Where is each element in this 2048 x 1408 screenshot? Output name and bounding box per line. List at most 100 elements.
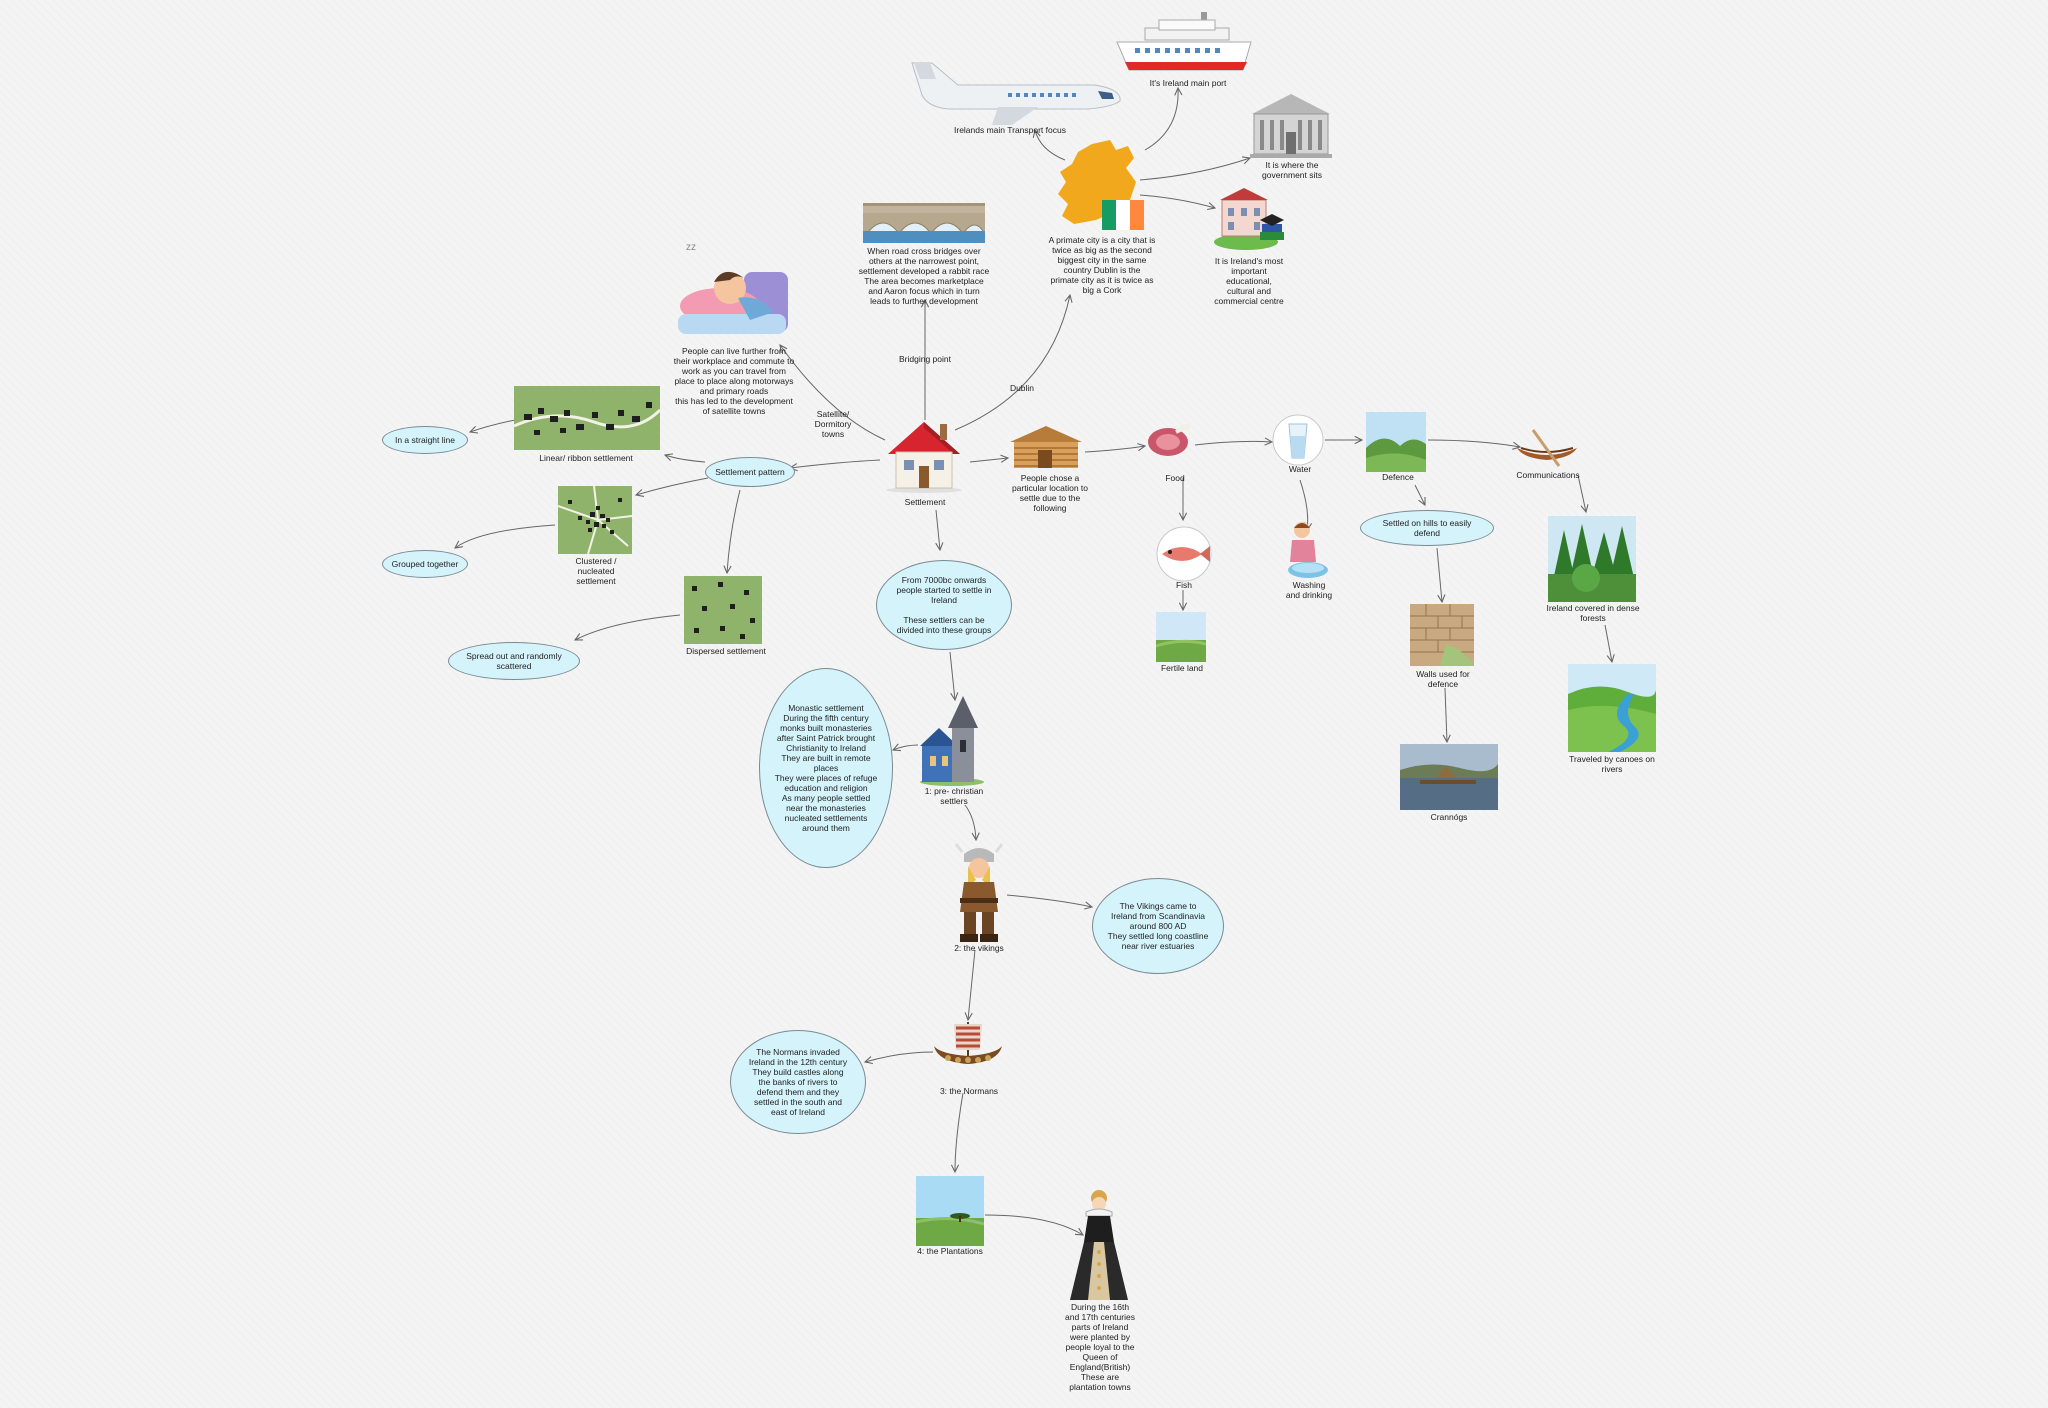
canoe-icon[interactable] [1515,426,1579,468]
dispersed-note-bubble[interactable]: Spread out and randomly scattered [448,642,580,680]
water-glass-icon[interactable] [1272,414,1324,466]
link-viking-longship [968,949,976,1020]
bridging-text: When road cross bridges over others at t… [858,246,990,306]
log-cabin-icon[interactable] [1008,426,1084,470]
link-longship-note [865,1051,934,1062]
education-text: It is Ireland's most important education… [1214,256,1284,306]
stone-wall-icon[interactable] [1410,604,1474,666]
clustered-label: Clustered / nucleated settlement [575,556,617,586]
canoes-label: Traveled by canoes on rivers [1569,754,1655,774]
landscape-icon[interactable] [915,1176,985,1246]
plantations-text: During the 16th and 17th centuries parts… [1065,1302,1135,1392]
government-text: It is where the government sits [1262,160,1322,180]
clustered-note-bubble[interactable]: Grouped together [382,550,468,578]
queen-icon[interactable] [1066,1186,1132,1304]
dublin-text: A primate city is a city that is twice a… [1048,235,1156,295]
bridge-icon[interactable] [863,203,985,243]
link-pattern-linear [665,455,706,463]
link-dublin-government [1139,158,1250,181]
link-pattern-clustered [636,477,709,495]
linear-label: Linear/ ribbon settlement [539,453,633,463]
airplane-icon[interactable] [908,55,1126,125]
field-icon[interactable] [1155,612,1207,662]
link-church-monastic [893,745,919,750]
link-plantations-queen [984,1214,1083,1235]
river-icon[interactable] [1568,664,1657,752]
normans-bubble[interactable]: The Normans invaded Ireland in the 12th … [730,1030,866,1134]
link-settlement-location [969,458,1008,462]
crannog-icon[interactable] [1400,744,1498,810]
clustered-settlement-map[interactable] [557,485,633,555]
link-dublin-plane [1035,130,1066,161]
vikings-bubble[interactable]: The Vikings came to Ireland from Scandin… [1092,878,1224,974]
link-comms-forest [1577,474,1586,512]
transport-text: Irelands main Transport focus [954,125,1066,135]
history-intro-bubble[interactable]: From 7000bc onwards people started to se… [876,560,1012,650]
link-intro-church [949,651,955,700]
food-label: Food [1165,473,1185,483]
vikings-label: 2: the vikings [954,943,1004,953]
satellite-text: People can live further from their workp… [673,346,795,416]
link-longship-plantations [955,1092,964,1172]
settlement-pattern-bubble[interactable]: Settlement pattern [705,457,795,487]
link-settlement-history [936,509,940,550]
ship-icon[interactable] [1115,8,1255,78]
fish-icon[interactable] [1156,526,1212,582]
link-viking-note [1006,894,1092,907]
settlement-label: Settlement [904,497,946,507]
link-settlement-satellite [780,345,886,441]
defence-label: Defence [1382,472,1414,482]
forest-label: Ireland covered in dense forests [1546,603,1640,623]
link-defence-comms [1427,439,1520,447]
link-settlement-pattern [790,459,881,468]
fertile-label: Fertile land [1160,663,1204,673]
link-food-water [1194,441,1272,445]
university-icon[interactable] [1212,186,1286,254]
longship-icon[interactable] [932,1020,1004,1076]
link-location-food [1084,446,1145,453]
svg-text:zz: zz [686,242,696,253]
crannogs-label: Crannógs [1430,812,1468,822]
link-walls-crannogs [1445,687,1447,742]
christian-label: 1: pre- christian settlers [924,786,984,806]
link-pattern-dispersed [727,489,741,573]
link-dispersed-note [575,614,681,640]
link-linear-note [470,419,516,432]
normans-label: 3: the Normans [939,1086,999,1096]
washing-icon[interactable] [1280,520,1332,582]
link-clustered-note [455,524,556,548]
ireland-map-icon[interactable] [1052,138,1148,234]
link-settlement-dublin [954,295,1070,431]
linear-note-bubble[interactable]: In a straight line [382,426,468,454]
link-hills-walls [1436,547,1442,602]
government-building-icon[interactable] [1248,92,1334,160]
house-icon[interactable] [882,414,966,494]
washing-label: Washing and drinking [1285,580,1333,600]
forest-icon[interactable] [1548,516,1636,602]
walls-label: Walls used for defence [1416,669,1470,689]
link-church-viking [964,804,976,840]
edge-label-dublin: Dublin [1009,383,1035,393]
link-dublin-ship [1144,88,1178,151]
viking-icon[interactable] [950,842,1008,944]
hills-bubble[interactable]: Settled on hills to easily defend [1360,510,1494,546]
meat-icon[interactable] [1146,418,1194,458]
fish-label: Fish [1175,580,1193,590]
church-icon[interactable] [918,696,986,786]
water-label: Water [1288,464,1312,474]
dispersed-label: Dispersed settlement [686,646,766,656]
edge-label-satellite: Satellite/ Dormitory towns [814,409,852,439]
link-defence-hills [1414,484,1425,505]
port-text: It's Ireland main port [1149,78,1227,88]
link-dublin-university [1139,194,1215,208]
communications-label: Communications [1516,470,1580,480]
linear-settlement-map[interactable] [513,386,662,450]
hills-icon[interactable] [1366,412,1426,472]
monastic-bubble[interactable]: Monastic settlement During the fifth cen… [759,668,893,868]
dispersed-settlement-map[interactable] [684,576,762,644]
sleeping-person-icon[interactable]: zz [674,236,792,342]
link-forest-canoes [1604,624,1612,662]
edge-label-bridging: Bridging point [899,354,951,364]
